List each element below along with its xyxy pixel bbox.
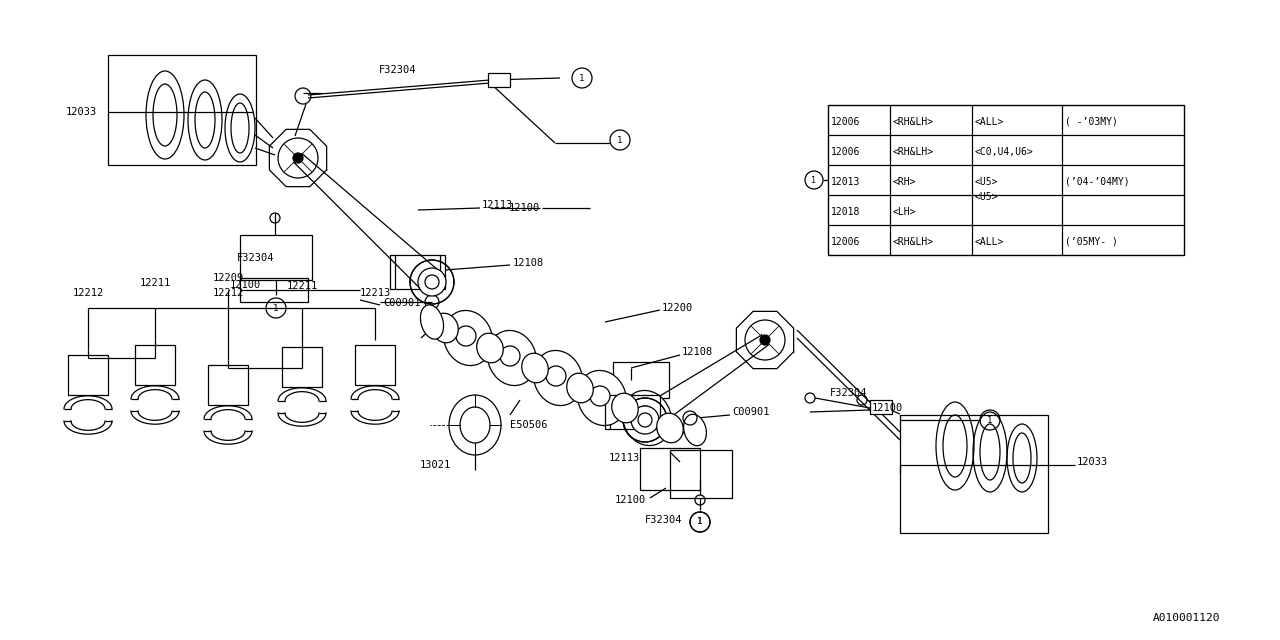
Bar	[488, 73, 509, 87]
Text: 12113: 12113	[609, 453, 640, 463]
Text: 12212: 12212	[73, 288, 104, 298]
Text: 1: 1	[698, 518, 703, 527]
Text: <U5>: <U5>	[975, 191, 998, 202]
Circle shape	[635, 406, 655, 426]
Ellipse shape	[460, 407, 490, 443]
Ellipse shape	[567, 373, 593, 403]
Bar	[355, 345, 396, 385]
Text: 12033: 12033	[67, 107, 97, 117]
Ellipse shape	[476, 333, 503, 363]
Text: C00901: C00901	[383, 298, 421, 308]
Ellipse shape	[488, 330, 536, 385]
Text: F32304: F32304	[645, 515, 682, 525]
Bar	[108, 55, 256, 165]
Bar	[900, 415, 1048, 533]
Text: 12100: 12100	[614, 495, 646, 505]
Text: <C0,U4,U6>: <C0,U4,U6>	[975, 147, 1034, 157]
Text: 12100: 12100	[230, 280, 261, 290]
Text: 12200: 12200	[662, 303, 694, 313]
Text: 12033: 12033	[1076, 457, 1108, 467]
Circle shape	[590, 386, 611, 406]
Bar	[828, 105, 1184, 255]
Circle shape	[419, 268, 445, 296]
Ellipse shape	[612, 393, 639, 423]
Text: F32304: F32304	[829, 388, 868, 398]
Text: 13021: 13021	[420, 460, 451, 470]
Text: <ALL>: <ALL>	[975, 237, 1005, 246]
Ellipse shape	[622, 390, 672, 445]
Bar	[134, 345, 175, 385]
Text: F32304: F32304	[379, 65, 416, 75]
Text: C00901: C00901	[732, 407, 769, 417]
Ellipse shape	[577, 371, 626, 426]
Text: <LH>: <LH>	[893, 207, 916, 216]
Circle shape	[456, 326, 476, 346]
Circle shape	[631, 406, 659, 434]
Text: 12209: 12209	[212, 273, 243, 283]
Text: 12100: 12100	[872, 403, 904, 413]
Text: 12100: 12100	[508, 203, 540, 213]
Ellipse shape	[684, 414, 707, 445]
Bar	[669, 450, 732, 498]
Bar	[613, 362, 669, 398]
Text: A010001120: A010001120	[1152, 613, 1220, 623]
Bar	[241, 278, 308, 302]
Text: <RH&LH>: <RH&LH>	[893, 147, 934, 157]
Text: <ALL>: <ALL>	[975, 116, 1005, 127]
Bar	[207, 365, 248, 405]
Bar	[605, 395, 660, 429]
Ellipse shape	[522, 353, 548, 383]
Bar	[390, 255, 445, 289]
Text: 1: 1	[698, 518, 703, 527]
Text: 12013: 12013	[831, 177, 860, 186]
Ellipse shape	[431, 313, 458, 343]
Ellipse shape	[534, 351, 582, 406]
Text: 12108: 12108	[682, 347, 713, 357]
Text: 12006: 12006	[831, 237, 860, 246]
Bar	[282, 347, 323, 387]
Text: 1: 1	[617, 136, 622, 145]
Text: F32304: F32304	[237, 253, 274, 263]
Circle shape	[293, 153, 303, 163]
Bar	[68, 355, 108, 395]
Text: 1: 1	[812, 175, 817, 184]
Text: 12211: 12211	[287, 281, 317, 291]
Text: 1: 1	[580, 74, 585, 83]
Circle shape	[500, 346, 520, 366]
Text: (’05MY- ): (’05MY- )	[1065, 237, 1117, 246]
Bar	[241, 235, 312, 280]
Text: 1: 1	[987, 415, 993, 424]
Text: 12108: 12108	[513, 258, 544, 268]
Circle shape	[760, 335, 771, 345]
Text: <RH&LH>: <RH&LH>	[893, 116, 934, 127]
Ellipse shape	[449, 395, 500, 455]
Text: 12113: 12113	[483, 200, 513, 210]
Bar	[870, 400, 892, 414]
Text: 12006: 12006	[831, 147, 860, 157]
Text: <U5>: <U5>	[975, 177, 998, 186]
Ellipse shape	[420, 305, 444, 339]
Circle shape	[547, 366, 566, 386]
Text: 12212: 12212	[212, 288, 243, 298]
Text: 12213: 12213	[360, 288, 390, 298]
Text: 12018: 12018	[831, 207, 860, 216]
Text: <RH>: <RH>	[893, 177, 916, 186]
Text: ( -’03MY): ( -’03MY)	[1065, 116, 1117, 127]
Text: 12006: 12006	[831, 116, 860, 127]
Ellipse shape	[443, 310, 493, 365]
Text: <RH&LH>: <RH&LH>	[893, 237, 934, 246]
Text: E50506: E50506	[509, 420, 548, 430]
Text: 12211: 12211	[140, 278, 170, 288]
Text: (’04-’04MY): (’04-’04MY)	[1065, 177, 1130, 186]
Bar	[640, 448, 700, 490]
Text: 1: 1	[274, 303, 279, 312]
Ellipse shape	[657, 413, 684, 443]
